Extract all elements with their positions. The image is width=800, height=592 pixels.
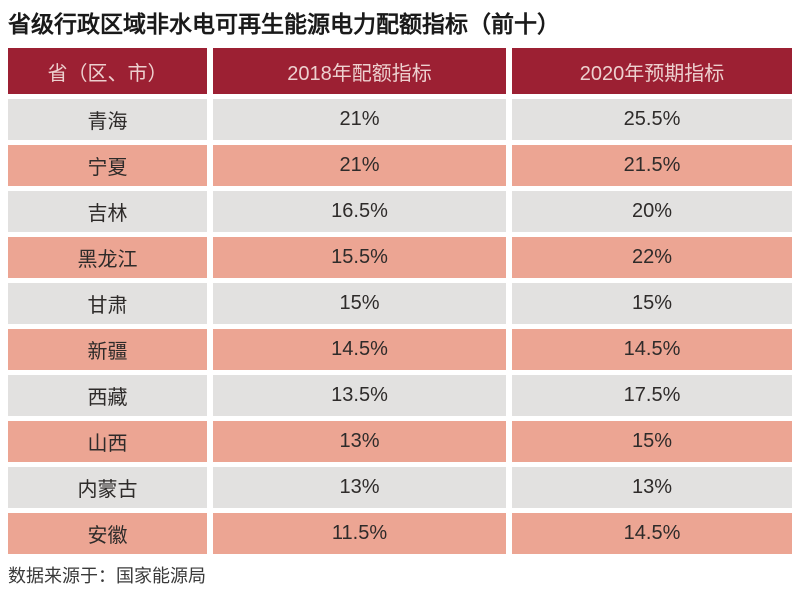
cell-2020-target: 17.5% <box>512 375 792 416</box>
cell-2020-target: 15% <box>512 283 792 324</box>
cell-2018-quota: 11.5% <box>213 513 506 554</box>
cell-province: 吉林 <box>8 191 207 232</box>
cell-province: 山西 <box>8 421 207 462</box>
cell-province: 安徽 <box>8 513 207 554</box>
cell-2020-target: 14.5% <box>512 513 792 554</box>
cell-2018-quota: 15.5% <box>213 237 506 278</box>
cell-2018-quota: 21% <box>213 99 506 140</box>
cell-2018-quota: 16.5% <box>213 191 506 232</box>
source-note: 数据来源于：国家能源局 <box>8 566 206 586</box>
cell-2020-target: 21.5% <box>512 145 792 186</box>
cell-province: 黑龙江 <box>8 237 207 278</box>
cell-2020-target: 25.5% <box>512 99 792 140</box>
page-title: 省级行政区域非水电可再生能源电力配额指标（前十） <box>8 11 560 37</box>
cell-province: 宁夏 <box>8 145 207 186</box>
cell-province: 西藏 <box>8 375 207 416</box>
cell-2018-quota: 21% <box>213 145 506 186</box>
quota-table: 省（区、市） 2018年配额指标 2020年预期指标 青海 21% 25.5% … <box>8 48 792 554</box>
cell-2018-quota: 13% <box>213 467 506 508</box>
cell-2018-quota: 15% <box>213 283 506 324</box>
cell-2020-target: 15% <box>512 421 792 462</box>
cell-2018-quota: 14.5% <box>213 329 506 370</box>
cell-2018-quota: 13.5% <box>213 375 506 416</box>
cell-2018-quota: 13% <box>213 421 506 462</box>
cell-province: 内蒙古 <box>8 467 207 508</box>
cell-2020-target: 20% <box>512 191 792 232</box>
cell-province: 青海 <box>8 99 207 140</box>
cell-2020-target: 13% <box>512 467 792 508</box>
cell-province: 甘肃 <box>8 283 207 324</box>
column-header-2018-quota: 2018年配额指标 <box>213 48 506 94</box>
cell-province: 新疆 <box>8 329 207 370</box>
cell-2020-target: 14.5% <box>512 329 792 370</box>
column-header-province: 省（区、市） <box>8 48 207 94</box>
cell-2020-target: 22% <box>512 237 792 278</box>
column-header-2020-target: 2020年预期指标 <box>512 48 792 94</box>
